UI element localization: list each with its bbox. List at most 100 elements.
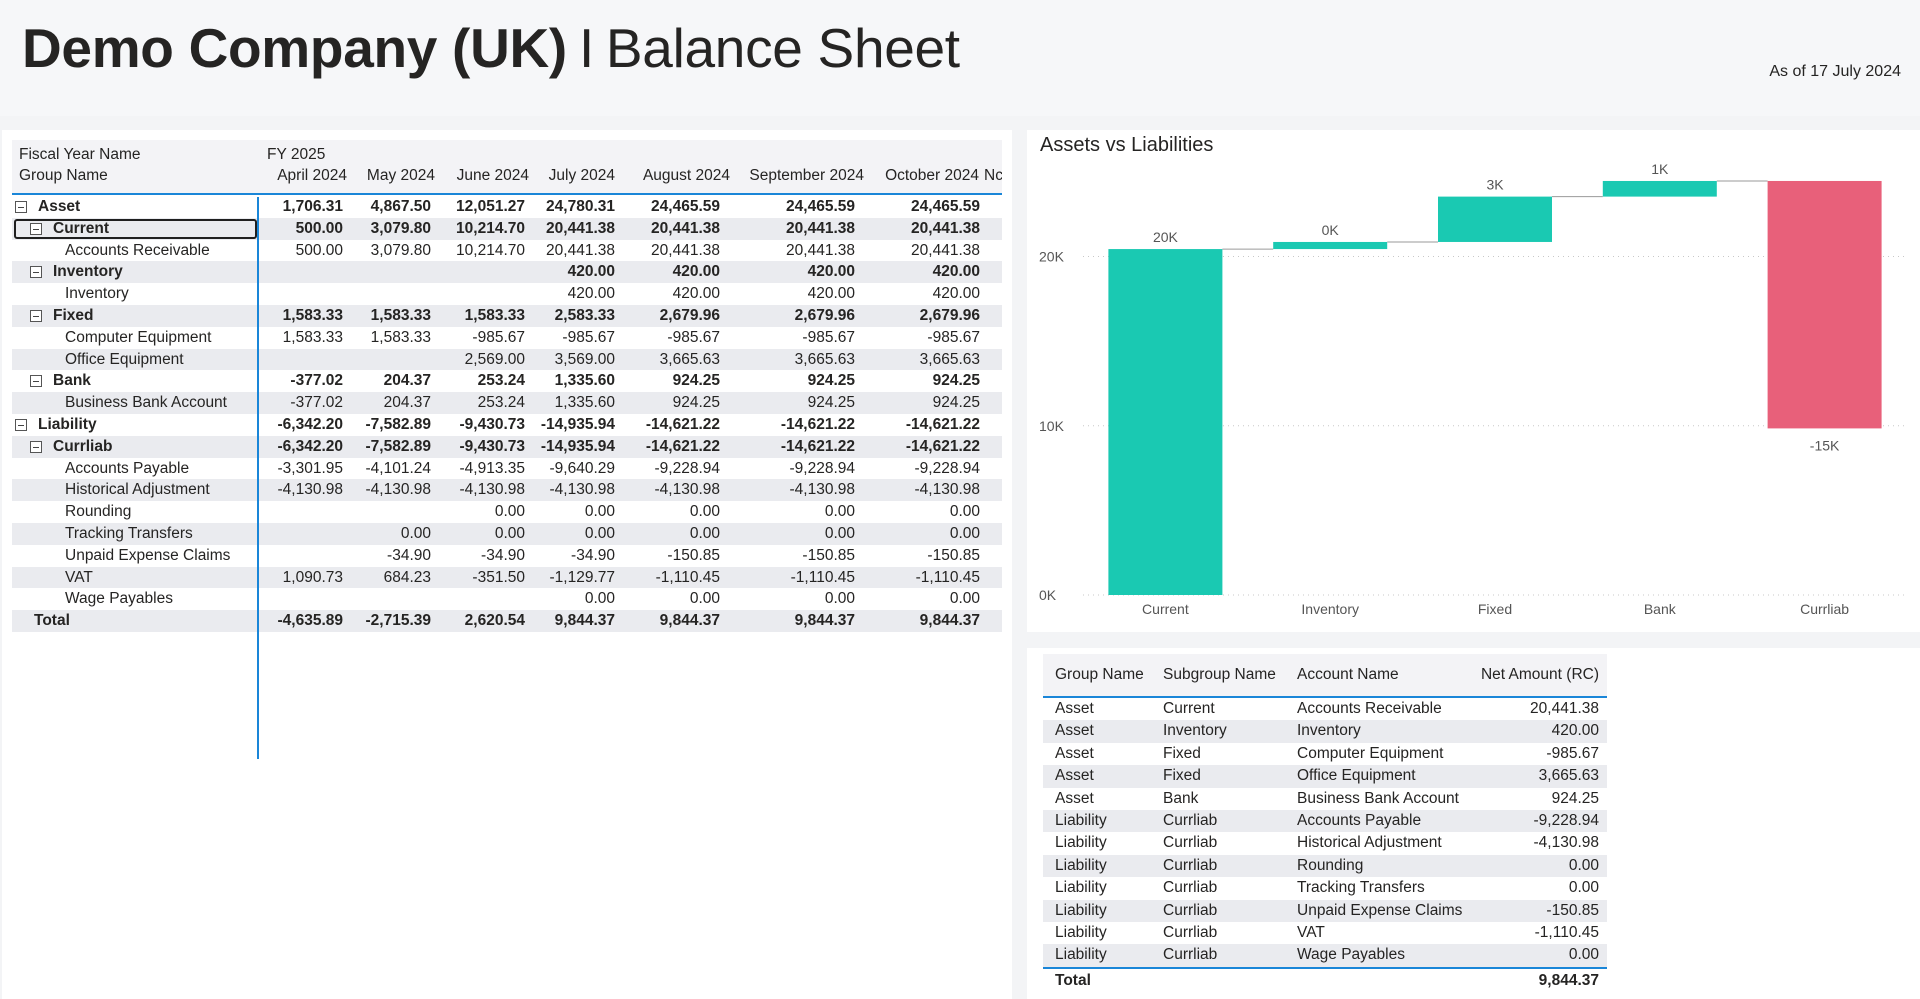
cell-august-2024[interactable]: 20,441.38 [651,241,720,259]
cell-september-2024[interactable]: -14,621.22 [780,437,855,455]
cell-october-2024[interactable]: -1,110.45 [915,568,980,586]
matrix-row[interactable]: Liability -6,342.20 -7,582.89 -9,430.73 -14,… [12,414,1002,436]
cell-august-2024[interactable]: 0.00 [689,503,720,521]
cell-august-2024[interactable]: -14,621.22 [645,415,720,433]
cell-july-2024[interactable]: 0.00 [584,590,615,608]
cell-july-2024[interactable]: -4,130.98 [549,481,616,499]
cell-october-2024[interactable]: 420.00 [932,263,980,281]
cell-june-2024[interactable]: 253.24 [477,394,525,412]
cell-june-2024[interactable]: 2,569.00 [464,350,525,368]
cell-june-2024[interactable]: 10,214.70 [456,241,525,259]
matrix-row[interactable]: Unpaid Expense Claims -34.90 -34.90 -34.90 -… [12,545,1002,567]
cell-may-2024[interactable]: 1,583.33 [370,306,431,324]
column-header-account-name[interactable]: Account Name [1297,666,1399,683]
matrix-row[interactable]: Accounts Receivable 500.00 3,079.80 10,214.… [12,240,1002,262]
table-row[interactable]: Liability Currliab Rounding 0.00 [1043,854,1607,878]
table-row[interactable]: Asset Inventory Inventory 420.00 [1043,720,1607,743]
cell-june-2024[interactable]: -4,130.98 [459,481,526,499]
cell-september-2024[interactable]: -1,110.45 [790,568,855,586]
cell-august-2024[interactable]: -985.67 [667,328,720,346]
cell-august-2024[interactable]: 924.25 [672,394,720,412]
cell-august-2024[interactable]: -9,228.94 [654,459,721,477]
cell-october-2024[interactable]: 3,665.63 [919,350,980,368]
collapse-toggle-icon[interactable] [30,309,42,322]
cell-june-2024[interactable]: 2,620.54 [464,612,525,630]
cell-july-2024[interactable]: -34.90 [571,546,615,564]
cell-may-2024[interactable]: 4,867.50 [370,198,431,215]
cell-august-2024[interactable]: -150.85 [667,546,720,564]
matrix-row[interactable]: Business Bank Account -377.02 204.37 253.24… [12,392,1002,414]
cell-august-2024[interactable]: 2,679.96 [659,306,720,324]
cell-may-2024[interactable]: 204.37 [383,394,431,412]
matrix-row[interactable]: Current 500.00 3,079.80 10,214.70 20,441.38 2… [12,217,1002,240]
cell-april-2024[interactable]: -4,130.98 [277,481,344,499]
cell-september-2024[interactable]: -9,228.94 [789,459,856,477]
cell-june-2024[interactable]: 10,214.70 [456,219,525,237]
cell-september-2024[interactable]: 420.00 [807,285,855,303]
cell-october-2024[interactable]: 20,441.38 [911,241,980,259]
collapse-toggle-icon[interactable] [30,266,42,279]
cell-april-2024[interactable]: 1,583.33 [282,328,343,346]
cell-july-2024[interactable]: 1,335.60 [554,372,615,390]
cell-june-2024[interactable]: -985.67 [472,328,525,346]
cell-september-2024[interactable]: 9,844.37 [794,612,855,630]
column-header-september-2024[interactable]: September 2024 [749,167,864,184]
column-header-august-2024[interactable]: August 2024 [642,167,730,184]
column-header-june-2024[interactable]: June 2024 [456,167,529,184]
cell-october-2024[interactable]: -14,621.22 [905,415,980,433]
cell-september-2024[interactable]: -4,130.98 [789,481,856,499]
cell-september-2024[interactable]: -985.67 [802,328,855,346]
cell-october-2024[interactable]: -985.67 [927,328,980,346]
cell-july-2024[interactable]: -9,640.29 [549,459,616,477]
cell-september-2024[interactable]: 0.00 [824,590,855,608]
cell-october-2024[interactable]: 924.25 [932,394,980,412]
collapse-toggle-icon[interactable] [30,375,42,388]
account-detail-table[interactable]: Group Name Subgroup Name Account Name Net A… [1043,654,1607,991]
balance-matrix[interactable]: Fiscal Year Name Group Name FY 2025 Apri… [12,140,1002,760]
cell-may-2024[interactable]: 204.37 [383,372,431,390]
column-header-group-name[interactable]: Group Name [1055,666,1144,683]
cell-august-2024[interactable]: -4,130.98 [654,481,721,499]
matrix-row[interactable]: Rounding 0.00 0.00 0.00 0.00 0.00 [12,501,1002,523]
cell-october-2024[interactable]: 924.25 [932,372,980,390]
matrix-row[interactable]: Tracking Transfers 0.00 0.00 0.00 0.00 0.00 0.… [12,522,1002,545]
cell-august-2024[interactable]: -14,621.22 [645,437,720,455]
cell-october-2024[interactable]: -9,228.94 [914,459,981,477]
cell-july-2024[interactable]: 3,569.00 [554,350,615,368]
table-row[interactable]: Liability Currliab Unpaid Expense Claims -1… [1043,899,1607,922]
cell-may-2024[interactable]: 3,079.80 [370,241,431,259]
cell-april-2024[interactable]: -377.02 [290,372,343,390]
cell-september-2024[interactable]: 24,465.59 [786,198,855,215]
cell-june-2024[interactable]: -4,913.35 [459,459,526,477]
cell-july-2024[interactable]: -14,935.94 [540,437,615,455]
cell-june-2024[interactable]: -9,430.73 [459,437,526,455]
account-detail-visual[interactable]: Group Name Subgroup Name Account Name Net A… [1027,648,1920,999]
cell-september-2024[interactable]: 0.00 [824,503,855,521]
cell-may-2024[interactable]: 684.23 [383,568,431,586]
collapse-toggle-icon[interactable] [30,440,42,453]
collapse-toggle-icon[interactable] [15,201,27,213]
cell-august-2024[interactable]: 3,665.63 [659,350,720,368]
cell-july-2024[interactable]: 0.00 [584,503,615,521]
balance-matrix-visual[interactable]: Fiscal Year Name Group Name FY 2025 Apri… [2,130,1012,999]
matrix-row[interactable]: Historical Adjustment -4,130.98 -4,130.98 -… [12,479,1002,502]
cell-june-2024[interactable]: 12,051.27 [456,198,525,215]
table-row[interactable]: Liability Currliab Tracking Transfers 0.00 [1043,877,1607,899]
cell-june-2024[interactable]: 0.00 [494,524,525,542]
cell-october-2024[interactable]: 0.00 [949,590,980,608]
cell-july-2024[interactable]: -14,935.94 [540,415,615,433]
cell-september-2024[interactable]: 3,665.63 [794,350,855,368]
cell-october-2024[interactable]: 0.00 [949,524,980,542]
cell-august-2024[interactable]: 420.00 [672,285,720,303]
table-row[interactable]: Asset Fixed Office Equipment 3,665.63 [1043,765,1607,788]
cell-september-2024[interactable]: 20,441.38 [786,219,855,237]
matrix-row[interactable]: VAT 1,090.73 684.23 -351.50 -1,129.77 -1,110.… [12,566,1002,589]
assets-vs-liabilities-chart[interactable]: Assets vs Liabilities 0K 10K 20K 20K Current… [1027,130,1920,632]
cell-july-2024[interactable]: 24,780.31 [546,198,615,215]
cell-may-2024[interactable]: 3,079.80 [370,219,431,237]
matrix-row[interactable]: Bank -377.02 204.37 253.24 1,335.60 924.25 924… [12,370,1002,392]
cell-september-2024[interactable]: 0.00 [824,524,855,542]
column-header-nc[interactable]: Nc [984,167,1002,184]
table-row[interactable]: Asset Fixed Computer Equipment -985.67 [1043,743,1607,765]
cell-june-2024[interactable]: -351.50 [472,568,525,586]
